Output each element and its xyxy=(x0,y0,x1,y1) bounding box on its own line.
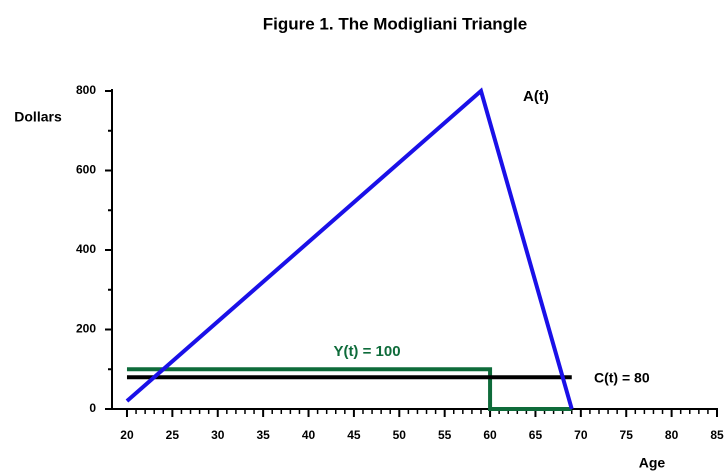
x-tick-label: 55 xyxy=(438,428,452,442)
x-tick-label: 85 xyxy=(710,428,724,442)
x-tick-label: 30 xyxy=(211,428,225,442)
series-line xyxy=(126,367,572,411)
x-tick-label: 20 xyxy=(120,428,134,442)
x-tick-label: 50 xyxy=(393,428,407,442)
x-tick-label: 80 xyxy=(665,428,679,442)
x-tick-label: 60 xyxy=(483,428,497,442)
x-tick-label: 70 xyxy=(574,428,588,442)
y-tick-label: 200 xyxy=(76,322,96,336)
series-label: A(t) xyxy=(523,88,549,105)
x-tick-label: 35 xyxy=(256,428,270,442)
series-label: C(t) = 80 xyxy=(594,370,650,386)
y-tick-label: 800 xyxy=(76,83,96,97)
y-axis-label: Dollars xyxy=(14,109,62,125)
x-tick-label: 25 xyxy=(166,428,180,442)
y-tick-label: 400 xyxy=(76,242,96,256)
x-axis-label: Age xyxy=(639,455,666,471)
y-tick-label: 600 xyxy=(76,163,96,177)
series-label: Y(t) = 100 xyxy=(333,343,400,360)
y-tick-label: 0 xyxy=(89,401,96,415)
chart-title: Figure 1. The Modigliani Triangle xyxy=(263,14,527,33)
x-tick-label: 75 xyxy=(620,428,634,442)
x-tick-label: 65 xyxy=(529,428,543,442)
x-tick-label: 40 xyxy=(302,428,316,442)
x-tick-label: 45 xyxy=(347,428,361,442)
series-line xyxy=(125,87,574,410)
